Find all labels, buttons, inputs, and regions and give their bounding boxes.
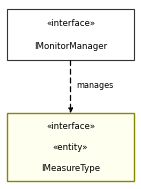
Text: IMonitorManager: IMonitorManager — [34, 42, 107, 51]
Text: «interface»: «interface» — [46, 19, 95, 28]
Text: «entity»: «entity» — [53, 143, 88, 152]
Text: «interface»: «interface» — [46, 122, 95, 131]
Text: manages: manages — [76, 81, 113, 91]
Text: IMeasureType: IMeasureType — [41, 164, 100, 173]
Bar — [7, 113, 134, 181]
Bar — [7, 9, 134, 60]
